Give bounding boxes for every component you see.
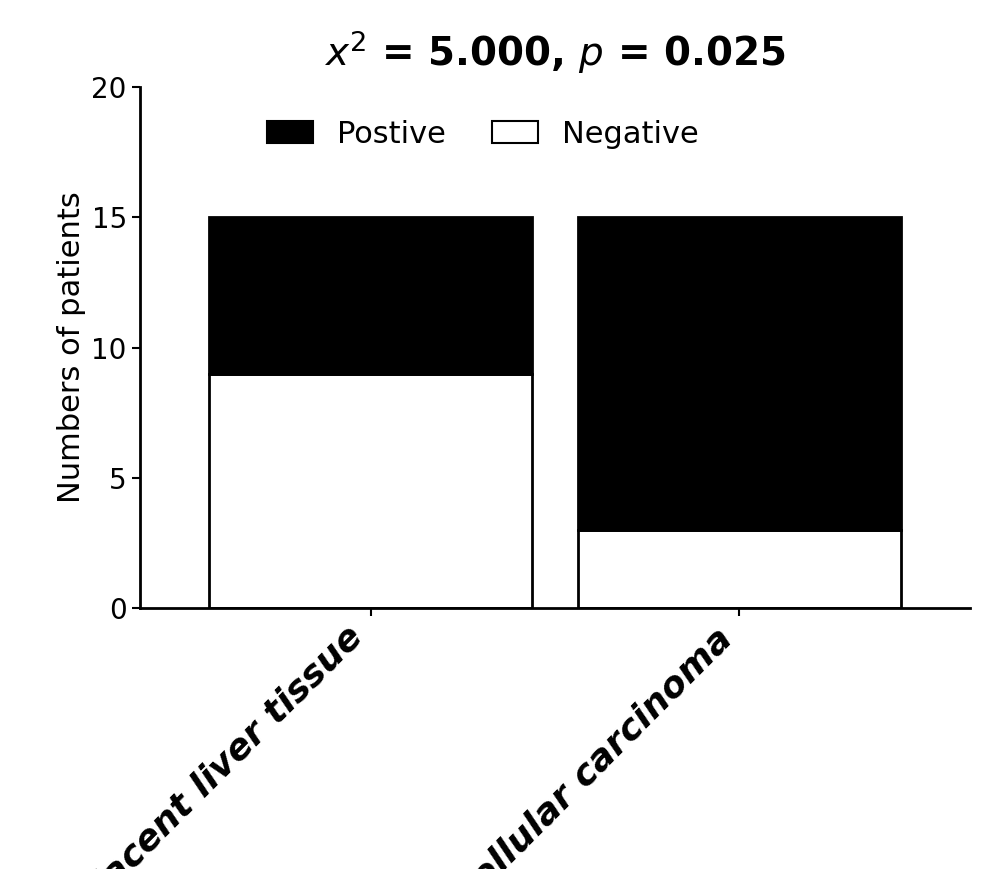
Y-axis label: Numbers of patients: Numbers of patients [57,192,86,503]
Bar [209,374,532,608]
Bar [578,530,901,608]
Bar [578,217,901,530]
Legend: Postive, Negative: Postive, Negative [255,108,711,161]
Title: $\mathit{x}^2$ = 5.000, $\mathit{p}$ = 0.025: $\mathit{x}^2$ = 5.000, $\mathit{p}$ = 0… [324,29,786,76]
Bar [209,217,532,374]
